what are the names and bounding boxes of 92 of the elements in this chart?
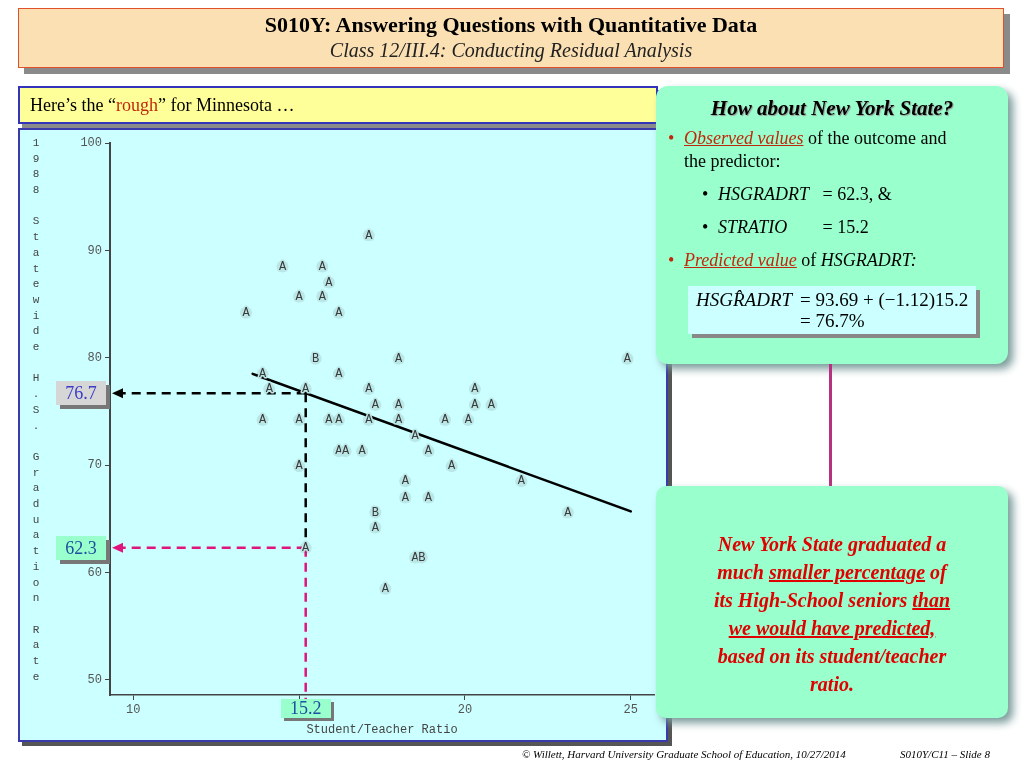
text: ” for Minnesota … [157, 95, 295, 115]
ref-line-label: 76.7 [56, 381, 106, 406]
data-label: A [471, 382, 480, 397]
data-label: B [418, 550, 426, 565]
data-label: A [424, 490, 433, 505]
chart-title: S010Y: Answering Questions with Quantitative Data [263, 12, 759, 38]
data-label: A [564, 505, 573, 520]
text: © Willett, Harvard University Graduate School of Education, 10/27/2014 [522, 748, 846, 760]
data-label: A [335, 413, 344, 428]
data-label: A [448, 459, 457, 474]
data-label: A [371, 398, 380, 413]
text: = 76.7% [800, 310, 866, 331]
text: its High-School seniors [713, 589, 908, 611]
data-label: A [394, 398, 403, 413]
x-axis-title: Student/Teacher Ratio [306, 722, 458, 737]
data-label: A [464, 413, 473, 428]
text: • [668, 127, 676, 150]
y-axis-title: 1988 Statewide H.S. Graduation Rate [30, 137, 42, 687]
data-label: A [471, 398, 480, 413]
data-label: A [365, 382, 374, 397]
text: of [930, 561, 947, 583]
data-label: A [242, 305, 251, 320]
data-label: A [381, 581, 390, 596]
text: than [912, 589, 951, 611]
y-tick-label: 100 [80, 136, 102, 151]
text: Here’s the “ [30, 95, 116, 115]
data-label: A [441, 413, 450, 428]
y-tick-label: 80 [87, 350, 102, 365]
data-label: A [365, 228, 374, 243]
data-label: A [295, 459, 304, 474]
text: smaller percentage [768, 561, 926, 583]
data-label: A [401, 474, 410, 489]
text: Observed values [684, 128, 804, 148]
x-tick-label: 10 [126, 703, 141, 718]
text: much [717, 561, 764, 583]
data-label: A [394, 352, 403, 367]
x-tick-label: 25 [623, 703, 638, 718]
text: How about New York State? [710, 96, 954, 120]
data-label: A [424, 444, 433, 459]
data-label: A [325, 275, 334, 290]
data-label: A [335, 305, 344, 320]
data-label: A [295, 413, 304, 428]
data-label: A [358, 444, 367, 459]
text: Predicted value [684, 250, 797, 270]
data-label: A [302, 382, 311, 397]
data-label: A [623, 352, 632, 367]
text: the predictor: [684, 151, 781, 171]
data-label: B [312, 352, 320, 367]
text: • [702, 183, 710, 206]
text: HSGR̂ADRT [696, 289, 793, 310]
data-label: A [411, 550, 420, 565]
data-label: A [295, 289, 304, 304]
chart-subtitle: Class 12/III.4: Conducting Residual Analysis [328, 38, 694, 62]
data-label: A [265, 382, 274, 397]
text: based on its student/teacher [717, 645, 947, 667]
text: • [702, 216, 710, 239]
text: rough [115, 95, 158, 115]
data-label: A [318, 289, 327, 304]
data-label: A [487, 398, 496, 413]
data-label: A [335, 367, 344, 382]
y-tick-label: 70 [87, 458, 102, 473]
data-label: A [325, 413, 334, 428]
text: S010Y/C11 – Slide 8 [900, 748, 990, 760]
data-label: B [371, 505, 379, 520]
data-label: A [278, 259, 287, 274]
data-label: A [394, 413, 403, 428]
data-label: A [318, 259, 327, 274]
text: STRATIO [718, 216, 789, 239]
text: = 62.3, & [822, 184, 892, 204]
data-label: A [302, 541, 311, 556]
y-tick-label: 90 [87, 243, 102, 258]
data-label: A [517, 474, 526, 489]
text: = 15.2 [822, 217, 869, 237]
y-tick-label: 60 [87, 565, 102, 580]
text: HSGRADRT [718, 183, 811, 206]
text: = 93.69 + (−1.12)15.2 [800, 289, 969, 310]
y-tick-label: 50 [87, 673, 102, 688]
text: • [668, 249, 676, 272]
data-label: A [341, 444, 350, 459]
text: of [801, 250, 817, 270]
text: we would have predicted, [728, 617, 936, 639]
data-label: A [258, 413, 267, 428]
text: ratio. [810, 673, 854, 695]
text: of the outcome and [807, 128, 947, 148]
text: New York State graduated a [717, 533, 947, 555]
data-label: A [371, 520, 380, 535]
ref-line-label: 62.3 [56, 535, 106, 560]
ref-line-label: 15.2 [280, 698, 331, 718]
text: HSGRADRT: [820, 250, 917, 270]
x-tick-label: 20 [457, 703, 473, 718]
data-label: A [365, 413, 374, 428]
data-label: A [401, 490, 410, 505]
